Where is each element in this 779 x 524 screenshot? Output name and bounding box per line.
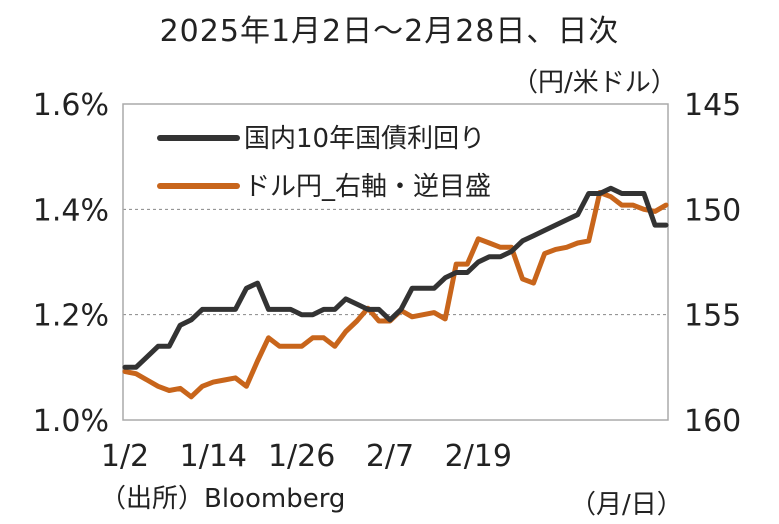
series-line-jgb-10y (122, 185, 669, 370)
left-tick-label: 1.4% (33, 193, 109, 228)
legend-label-0: 国内10年国債利回り (244, 124, 485, 154)
left-tick-label: 1.2% (33, 299, 109, 334)
right-tick-label: 150 (684, 193, 741, 228)
plot-frame (122, 103, 669, 421)
x-tick-label: 1/14 (180, 439, 247, 474)
left-tick-label: 1.0% (33, 404, 109, 439)
x-tick-label: 2/7 (366, 439, 414, 474)
x-tick-label: 1/26 (268, 439, 335, 474)
legend-label-1: ドル円_右軸・逆目盛 (244, 172, 491, 202)
grid-lines (123, 208, 668, 316)
source-note: （出所）Bloomberg (100, 484, 346, 514)
left-tick-label: 1.6% (33, 88, 109, 123)
x-tick-label: 1/2 (101, 439, 149, 474)
tick-labels: 1.0% 1.2% 1.4% 1.6% 145 150 155 160 1/2 1/14 1/26 2… (33, 88, 741, 474)
x-axis-unit: （月/日） (570, 490, 683, 520)
chart-title: 2025年1月2日～2月28日、日次 (159, 14, 620, 49)
series-line-usdjpy (122, 190, 669, 400)
right-tick-label: 160 (684, 404, 741, 439)
right-tick-label: 145 (684, 88, 741, 123)
right-axis-unit: （円/米ドル） (512, 68, 677, 98)
right-tick-label: 155 (684, 299, 741, 334)
x-tick-label: 2/19 (445, 439, 512, 474)
series-lines (122, 185, 669, 400)
